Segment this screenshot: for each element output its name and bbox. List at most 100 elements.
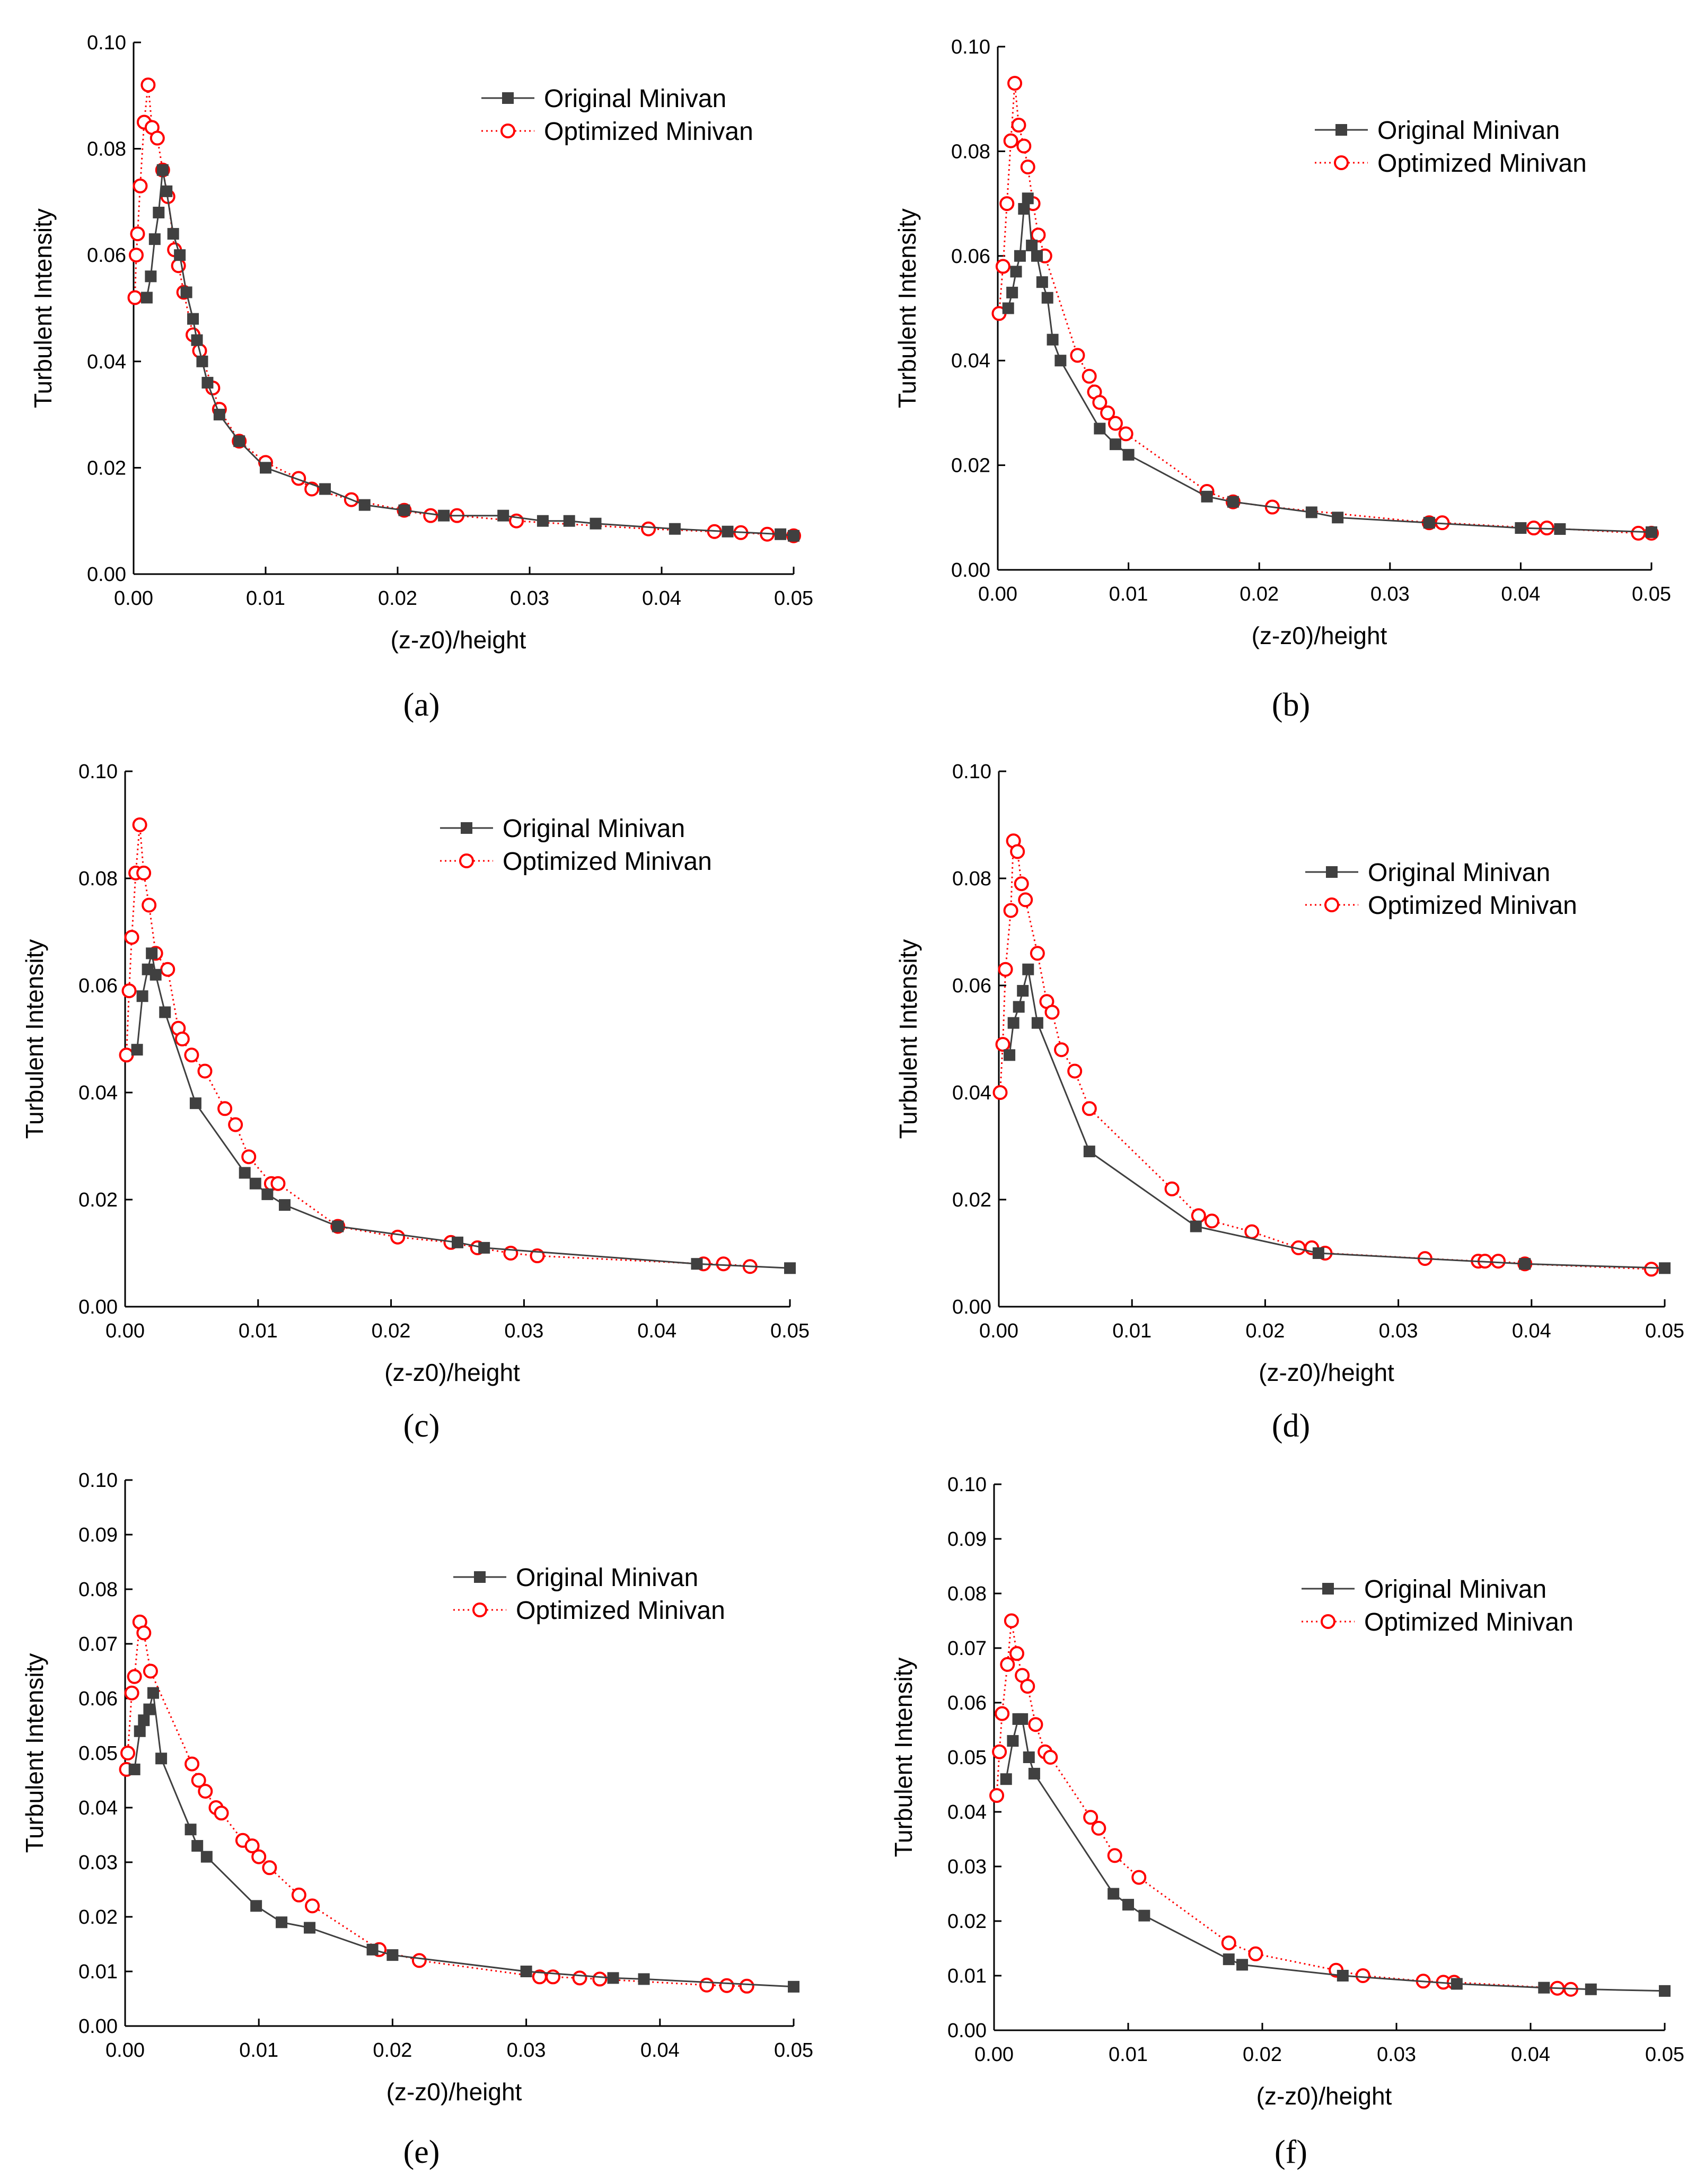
data-point (1659, 1985, 1671, 1997)
y-tick-label: 0.03 (78, 1852, 118, 1874)
data-point (217, 1101, 233, 1116)
y-tick-label: 0.04 (78, 1797, 118, 1819)
chart-panel-f: 0.00 0.01 0.02 0.03 0.04 0.05 0.00 0.01 0.02 0.03… (890, 1474, 1684, 2170)
data-point (1011, 118, 1026, 133)
data-point (1646, 526, 1657, 538)
data-point (1491, 1254, 1506, 1269)
data-point (638, 1973, 650, 1985)
x-tick-label: 0.05 (1632, 583, 1671, 605)
legend-label: Original Minivan (1377, 117, 1560, 145)
y-tick-label: 0.10 (947, 1474, 987, 1496)
data-point (1002, 302, 1014, 314)
data-point (1659, 1262, 1671, 1274)
data-point (999, 196, 1015, 212)
data-point (1054, 355, 1067, 367)
y-axis-label: Turbulent Intensity (890, 1658, 917, 1857)
data-point (1043, 1750, 1058, 1765)
y-tick-label: 0.04 (952, 1082, 991, 1104)
y-tick-label: 0.06 (78, 1688, 118, 1710)
series-original (140, 164, 799, 542)
data-point (1031, 1017, 1043, 1029)
data-point (244, 1838, 260, 1854)
data-point (537, 515, 549, 527)
data-point (261, 1188, 274, 1200)
y-tick-label: 0.04 (87, 351, 126, 373)
x-tick-label: 0.02 (373, 2039, 412, 2062)
y-tick-label: 0.04 (951, 350, 990, 372)
y-tick-label: 0.08 (952, 868, 991, 890)
data-point (788, 1980, 799, 1993)
data-point (167, 228, 179, 240)
y-axis-label: Turbulent Intensity (21, 1653, 48, 1853)
y-tick-label: 0.07 (78, 1633, 118, 1655)
data-point (1554, 523, 1566, 535)
data-point (1022, 192, 1034, 205)
x-tick-label: 0.05 (1645, 2044, 1684, 2066)
data-point (398, 504, 410, 516)
y-tick-label: 0.00 (951, 559, 990, 582)
data-point (1031, 250, 1043, 262)
data-point (563, 515, 575, 527)
data-point (1028, 1767, 1040, 1780)
data-point (153, 206, 165, 218)
data-point (386, 1949, 399, 1961)
legend-label: Original Minivan (1364, 1575, 1546, 1604)
data-point (196, 355, 208, 367)
legend-label: Original Minivan (503, 815, 685, 843)
series-line (1005, 1718, 1665, 1992)
legend-label: Optimized Minivan (1377, 149, 1587, 178)
chart-panel-d: 0.00 0.01 0.02 0.03 0.04 0.05 0.00 0.02 0.04 0.06… (894, 761, 1684, 1444)
series-optimized (127, 77, 801, 543)
legend: Original Minivan Optimized Minivan (1302, 1575, 1574, 1636)
data-point (239, 1167, 251, 1179)
legend-label: Optimized Minivan (1368, 892, 1577, 920)
data-point (150, 130, 165, 146)
x-tick-label: 0.02 (1243, 2044, 1282, 2066)
data-point (1164, 1181, 1180, 1196)
data-point (1108, 416, 1123, 431)
data-point (174, 249, 186, 261)
data-point (128, 1763, 140, 1775)
y-tick-label: 0.10 (78, 761, 118, 783)
data-point (775, 528, 787, 540)
data-point (142, 897, 157, 913)
x-tick-label: 0.05 (774, 587, 813, 610)
data-point (250, 1900, 262, 1912)
data-point (130, 226, 145, 242)
data-point (722, 525, 734, 538)
data-point (1244, 1224, 1260, 1239)
series-optimized (991, 76, 1659, 541)
data-point (1248, 1946, 1263, 1961)
series-original (1002, 192, 1657, 538)
data-point (992, 1085, 1008, 1100)
x-tick-label: 0.04 (637, 1320, 676, 1342)
y-tick-label: 0.06 (947, 1692, 987, 1714)
data-point (184, 1756, 200, 1772)
data-point (1028, 1717, 1043, 1732)
y-tick-label: 0.10 (78, 1469, 118, 1492)
data-point (128, 248, 144, 263)
legend: Original Minivan Optimized Minivan (481, 85, 753, 146)
data-point (1107, 1848, 1122, 1863)
data-point (1010, 844, 1025, 859)
data-point (1041, 292, 1053, 304)
x-tick-label: 0.01 (239, 1320, 278, 1342)
data-point (1190, 1220, 1202, 1232)
x-axis-label: (z-z0)/height (386, 2078, 522, 2106)
series-line (998, 83, 1651, 534)
data-point (1337, 1970, 1349, 1982)
y-tick-label: 0.08 (78, 868, 118, 890)
data-point (995, 259, 1010, 274)
series-line (134, 1693, 794, 1988)
y-tick-label: 0.02 (947, 1910, 987, 1933)
series-original (128, 1687, 799, 1993)
y-tick-label: 0.09 (947, 1528, 987, 1551)
data-point (1122, 448, 1135, 461)
data-point (127, 1669, 142, 1684)
data-point (1519, 1258, 1531, 1270)
data-point (291, 1887, 306, 1903)
data-point (1018, 202, 1030, 215)
y-tick-label: 0.10 (87, 32, 126, 54)
x-axis-label: (z-z0)/height (391, 626, 526, 654)
data-point (121, 983, 137, 999)
